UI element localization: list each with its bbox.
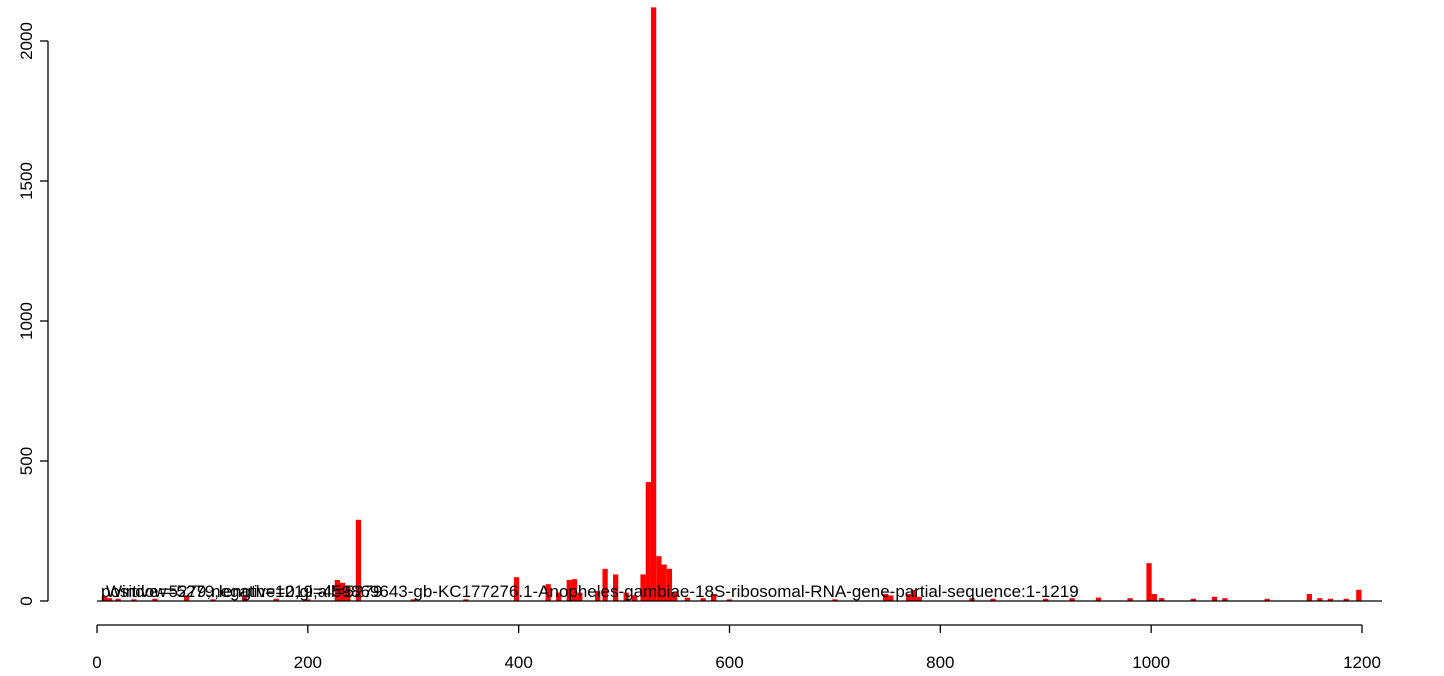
bar-16 [513,577,520,601]
bar-49 [1127,598,1133,601]
x-tick-label-1200: 1200 [1343,653,1381,672]
bar-23 [602,568,608,601]
bar-46 [1043,598,1049,601]
bar-44 [969,598,975,601]
bar-18 [556,592,562,601]
bar-42 [911,589,917,601]
bar-13 [355,519,362,601]
bar-27 [640,574,646,601]
bar-48 [1095,597,1102,601]
annotation-positive: positive=5279,negative=0,gi=459869643-gb… [101,582,1079,601]
bar-7 [241,597,248,601]
bar-34 [684,597,690,601]
bar-40 [888,595,894,601]
bar-35 [700,598,706,601]
bar-43 [916,596,922,601]
bar-2 [115,598,121,601]
bar-54 [1211,596,1218,601]
bar-60 [1343,598,1349,601]
bar-36 [711,594,717,601]
bar-58 [1317,598,1323,601]
bar-41 [906,594,912,601]
bar-4 [152,598,158,601]
bar-15 [463,599,469,601]
bar-57 [1306,594,1312,601]
y-axis: 0 500 1000 1500 2000 [17,22,49,606]
bar-31 [661,564,667,601]
bar-56 [1264,598,1270,601]
y-tick-label-0: 0 [17,596,36,605]
y-tick-label-1500: 1500 [17,162,36,200]
bar-37 [726,599,733,601]
bar-8 [273,598,279,601]
x-tick-label-0: 0 [92,653,101,672]
y-tick-label-1000: 1000 [17,302,36,340]
x-tick-label-600: 600 [715,653,743,672]
bar-61 [1356,589,1362,601]
bar-series [101,7,1362,601]
bar-19 [566,580,572,601]
bar-22 [595,591,601,601]
bar-11 [339,582,346,601]
bar-32 [666,568,673,601]
bar-14 [410,599,416,601]
bar-28 [645,482,651,601]
bar-0 [101,595,108,601]
bar-3 [131,599,137,601]
bar-45 [990,598,996,601]
bar-39 [882,594,889,601]
bar-5 [183,595,190,601]
bar-26 [631,595,638,601]
bar-30 [656,556,662,601]
bar-21 [577,592,583,601]
x-tick-label-800: 800 [926,653,954,672]
bar-59 [1327,598,1334,601]
x-tick-label-200: 200 [294,653,322,672]
bar-17 [545,584,551,601]
x-tick-label-1000: 1000 [1132,653,1170,672]
bar-10 [334,580,340,601]
bar-24 [613,574,619,601]
bar-25 [623,592,629,601]
bar-47 [1069,598,1075,601]
bar-6 [210,599,216,601]
bar-50 [1146,563,1152,601]
y-tick-label-2000: 2000 [17,22,36,60]
bar-53 [1190,598,1196,601]
bar-51 [1151,594,1157,601]
annotation-window: Window=5279,length=1219,all=5279 [106,582,382,601]
y-tick-label-500: 500 [17,447,36,475]
bar-29 [650,7,657,601]
bar-20 [571,579,578,601]
x-axis: 0 200 400 600 800 1000 1200 [92,624,1381,672]
bar-33 [672,592,678,601]
x-tick-label-400: 400 [504,653,532,672]
bar-55 [1222,598,1228,601]
bar-9 [305,599,311,601]
bar-52 [1159,598,1165,601]
bar-12 [345,587,351,601]
bar-1 [107,598,113,601]
bar-38 [832,599,838,601]
